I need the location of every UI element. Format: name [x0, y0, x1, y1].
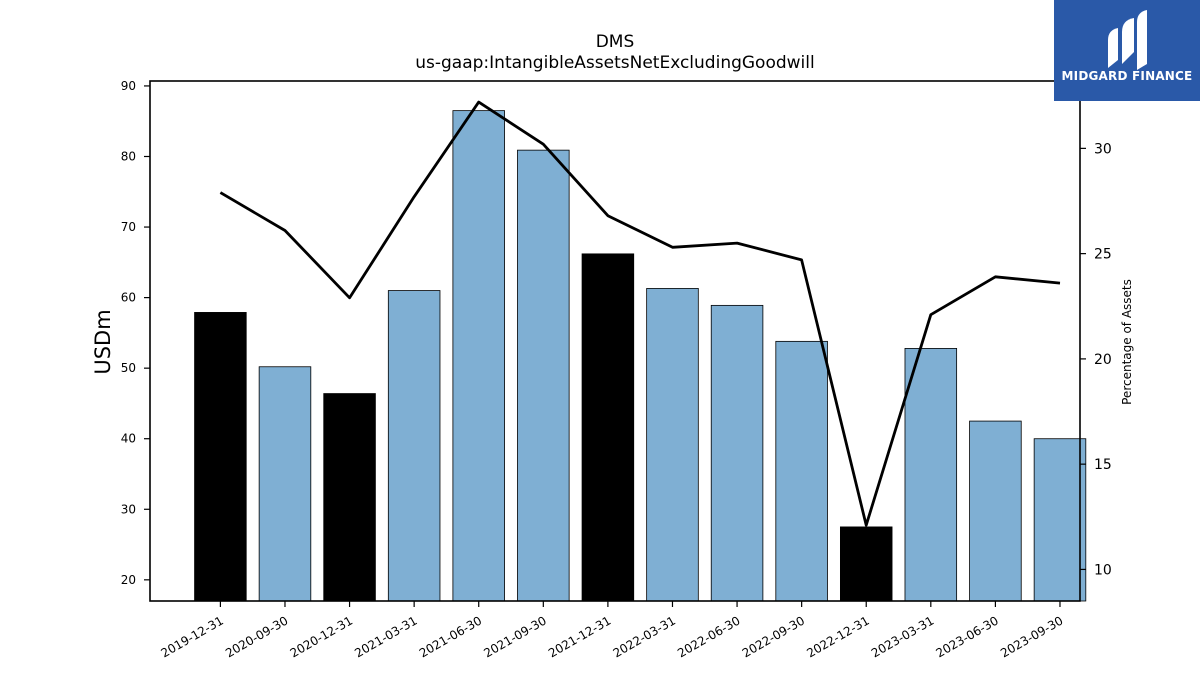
bar-2021-03-31 — [387, 290, 441, 602]
x-tick-label: 2022-03-31 — [611, 613, 678, 660]
bar-2022-12-31 — [839, 526, 893, 602]
bar-2022-03-31 — [646, 288, 699, 602]
logo: MIDGARD FINANCE — [1054, 0, 1200, 101]
bar-2020-09-30 — [258, 366, 312, 602]
y-tick-label: 30 — [121, 502, 136, 516]
x-tick-label: 2021-12-31 — [546, 613, 613, 660]
bar-2023-06-30 — [969, 420, 1022, 602]
y-tick-label: 80 — [121, 149, 136, 163]
line-layer — [219, 100, 1061, 527]
chart-title: DMS — [595, 32, 635, 52]
x-tick-label: 2019-12-31 — [158, 613, 225, 660]
plot-frame — [149, 80, 1081, 602]
y2-tick-label: 20 — [1094, 352, 1112, 368]
x-tick-label: 2023-06-30 — [933, 613, 1000, 660]
bar-2019-12-31 — [194, 312, 247, 602]
y-tick-label: 50 — [121, 361, 136, 375]
chart-subtitle: us-gaap:IntangibleAssetsNetExcludingGood… — [415, 53, 815, 73]
bar-2020-12-31 — [323, 393, 376, 602]
x-tick-label: 2021-09-30 — [481, 613, 548, 660]
y-tick-label: 90 — [121, 79, 136, 93]
y-tick-label: 60 — [121, 291, 136, 305]
bars — [194, 110, 1087, 602]
x-tick-label: 2023-03-31 — [869, 613, 936, 660]
y-tick-label: 20 — [121, 573, 136, 587]
bar-2023-09-30 — [1033, 438, 1087, 602]
logo-text: MIDGARD FINANCE — [1061, 69, 1193, 83]
x-tick-label: 2022-06-30 — [675, 613, 742, 660]
bar-2021-12-31 — [581, 253, 635, 602]
bar-2021-09-30 — [517, 149, 570, 602]
y2-tick-label: 30 — [1094, 141, 1112, 157]
midgard-logo-icon — [1108, 10, 1147, 70]
x-tick-label: 2022-12-31 — [804, 613, 871, 660]
y2-tick-label: 10 — [1094, 562, 1112, 578]
x-tick-label: 2021-06-30 — [417, 613, 484, 660]
y2-axis-label: Percentage of Assets — [1120, 279, 1134, 405]
percent-of-assets-line — [219, 100, 1061, 527]
y-tick-label: 70 — [121, 220, 136, 234]
y2-tick-label: 25 — [1094, 247, 1112, 263]
x-tick-label: 2020-09-30 — [223, 613, 290, 660]
y-axis-label: USDm — [91, 309, 115, 374]
bar-2021-06-30 — [452, 110, 505, 602]
x-tick-label: 2021-03-31 — [352, 613, 419, 660]
x-tick-label: 2020-12-31 — [288, 613, 355, 660]
x-tick-label: 2022-09-30 — [740, 613, 807, 660]
bar-2022-09-30 — [775, 340, 828, 602]
x-tick-label: 2023-09-30 — [998, 613, 1065, 660]
y2-tick-label: 15 — [1094, 457, 1112, 473]
bar-2022-06-30 — [710, 304, 764, 602]
y-tick-label: 40 — [121, 432, 136, 446]
bar-2023-03-31 — [904, 348, 958, 602]
